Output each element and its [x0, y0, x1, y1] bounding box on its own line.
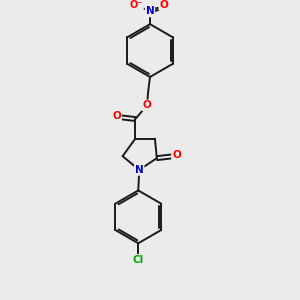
Text: N: N: [146, 6, 154, 16]
Text: O⁻: O⁻: [130, 0, 143, 10]
Text: O: O: [143, 100, 152, 110]
Text: O: O: [159, 0, 168, 10]
Text: O: O: [172, 150, 181, 160]
Text: O: O: [112, 111, 121, 121]
Text: Cl: Cl: [133, 255, 144, 265]
Text: N: N: [135, 165, 144, 175]
